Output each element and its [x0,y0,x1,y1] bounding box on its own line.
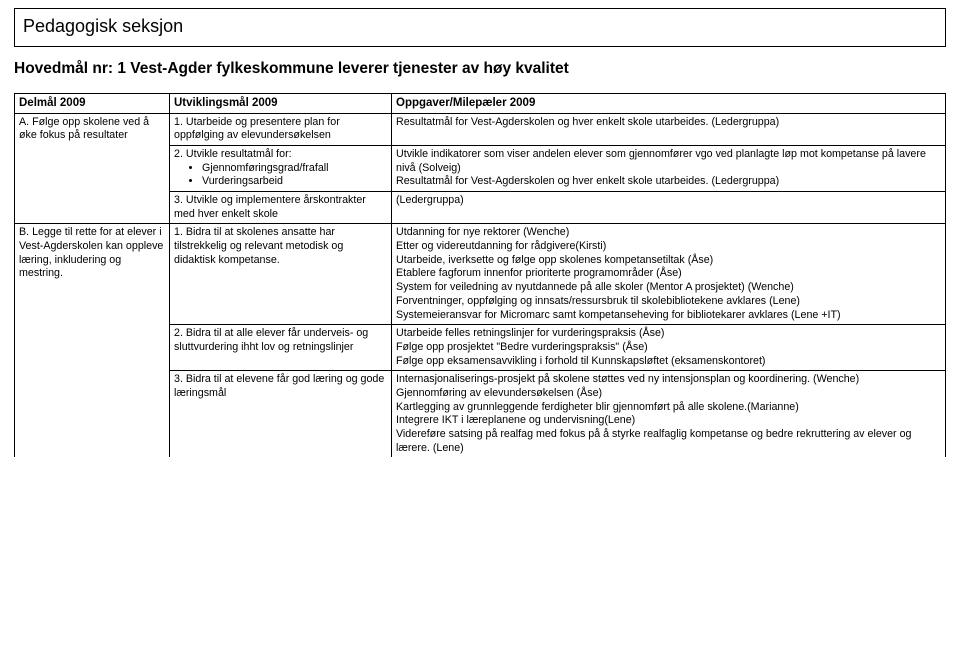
main-goal-heading: Hovedmål nr: 1 Vest-Agder fylkeskommune … [14,59,946,79]
delmaal-cell-a: A. Følge opp skolene ved å øke fokus på … [15,113,170,224]
utv-cell: 2. Utvikle resultatmål for: Gjennomførin… [170,145,392,191]
opp-line: Gjennomføring av elevundersøkelsen (Åse) [396,387,941,401]
header-delmaal: Delmål 2009 [15,93,170,113]
opp-line: Følge opp eksamensavvikling i forhold ti… [396,355,941,369]
utv-cell: 2. Bidra til at alle elever får undervei… [170,325,392,371]
section-title-box: Pedagogisk seksjon [14,8,946,47]
opp-line: Kartlegging av grunnleggende ferdigheter… [396,401,941,415]
table-row: B. Legge til rette for at elever i Vest-… [15,224,946,325]
opp-line: Etablere fagforum innenfor prioriterte p… [396,267,941,281]
header-utviklingsmaal: Utviklingsmål 2009 [170,93,392,113]
bullet-item: Gjennomføringsgrad/frafall [202,162,387,176]
opp-cell: Internasjonaliserings-prosjekt på skolen… [392,371,946,458]
opp-cell: Utvikle indikatorer som viser andelen el… [392,145,946,191]
opp-line: Utarbeide felles retningslinjer for vurd… [396,327,941,341]
header-oppgaver: Oppgaver/Milepæler 2009 [392,93,946,113]
opp-cell: (Ledergruppa) [392,192,946,224]
opp-cell: Utarbeide felles retningslinjer for vurd… [392,325,946,371]
opp-line: Videreføre satsing på realfag med fokus … [396,428,941,455]
table-header-row: Delmål 2009 Utviklingsmål 2009 Oppgaver/… [15,93,946,113]
section-title: Pedagogisk seksjon [23,16,183,36]
delmaal-cell-b: B. Legge til rette for at elever i Vest-… [15,224,170,458]
table-row: A. Følge opp skolene ved å øke fokus på … [15,113,946,145]
opp-line: Utdanning for nye rektorer (Wenche) [396,226,941,240]
opp-line: Følge opp prosjektet "Bedre vurderingspr… [396,341,941,355]
bullet-item: Vurderingsarbeid [202,175,387,189]
opp-line: Forventninger, oppfølging og innsats/res… [396,295,941,309]
utv-cell: 3. Utvikle og implementere årskontrakter… [170,192,392,224]
opp-cell: Utdanning for nye rektorer (Wenche) Ette… [392,224,946,325]
utv-cell: 1. Utarbeide og presentere plan for oppf… [170,113,392,145]
opp-line: Resultatmål for Vest-Agderskolen og hver… [396,175,941,189]
opp-line: Systemeieransvar for Micromarc samt komp… [396,309,941,323]
utv-cell: 3. Bidra til at elevene får god læring o… [170,371,392,458]
opp-line: Utvikle indikatorer som viser andelen el… [396,148,941,175]
opp-cell: Resultatmål for Vest-Agderskolen og hver… [392,113,946,145]
opp-line: Etter og videreutdanning for rådgivere(K… [396,240,941,254]
goals-table: Delmål 2009 Utviklingsmål 2009 Oppgaver/… [14,93,946,458]
opp-line: System for veiledning av nyutdannede på … [396,281,941,295]
bullet-list: Gjennomføringsgrad/frafall Vurderingsarb… [174,162,387,189]
utv-cell: 1. Bidra til at skolenes ansatte har til… [170,224,392,325]
opp-line: Internasjonaliserings-prosjekt på skolen… [396,373,941,387]
opp-line: Integrere IKT i læreplanene og undervisn… [396,414,941,428]
opp-line: Utarbeide, iverksette og følge opp skole… [396,254,941,268]
utv-lead: 2. Utvikle resultatmål for: [174,148,292,160]
